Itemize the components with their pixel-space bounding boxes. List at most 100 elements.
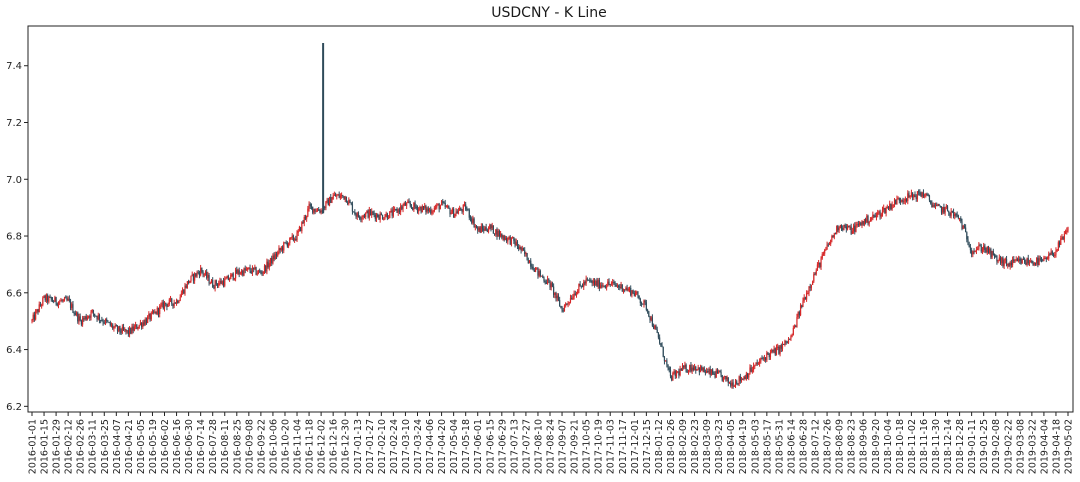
x-tick-label: 2017-08-24 xyxy=(546,419,557,474)
candle-body xyxy=(261,273,263,275)
candle-body xyxy=(1032,263,1034,266)
candle-body xyxy=(797,311,799,318)
candle-body xyxy=(950,211,952,216)
candle-body xyxy=(626,287,628,291)
candle-body xyxy=(351,204,354,212)
candle-body xyxy=(107,320,109,323)
candle-body xyxy=(644,300,646,303)
candle-body xyxy=(239,273,242,275)
candle-body xyxy=(36,309,38,312)
candle-body xyxy=(55,297,57,304)
candle-body xyxy=(919,192,921,195)
candle-body xyxy=(97,315,99,320)
x-tick-label: 2018-08-09 xyxy=(835,419,846,474)
candle-body xyxy=(763,357,766,359)
chart-title: USDCNY - K Line xyxy=(491,5,606,21)
candle-body xyxy=(899,200,902,202)
candle-body xyxy=(119,326,121,332)
candle-body xyxy=(719,371,721,373)
x-tick-label: 2017-04-20 xyxy=(437,419,448,474)
candle-body xyxy=(887,206,890,210)
candle-body xyxy=(167,304,169,307)
candle-body xyxy=(666,360,668,365)
candle-body xyxy=(362,215,364,218)
candle-body xyxy=(516,241,519,247)
candle-body xyxy=(487,229,490,232)
y-axis: 6.2 6.4 6.6 6.8 7.0 7.2 7.4 xyxy=(6,61,28,413)
candle-body xyxy=(478,227,480,231)
candle-body xyxy=(722,376,725,381)
candle-body xyxy=(355,213,357,217)
candle-body xyxy=(365,212,367,217)
candle-body xyxy=(195,273,197,277)
candle-body xyxy=(424,205,426,209)
candle-body xyxy=(331,199,333,203)
candle-body xyxy=(897,198,899,200)
candle-body xyxy=(254,267,256,270)
candle-body xyxy=(1021,258,1023,264)
candle-body xyxy=(253,267,255,270)
candle-body xyxy=(659,337,661,344)
candle-body xyxy=(479,227,481,233)
candle-body xyxy=(862,221,864,225)
candle-body xyxy=(578,284,580,291)
candle-body xyxy=(865,219,867,223)
candle-body xyxy=(674,371,676,377)
candle-body xyxy=(937,204,939,206)
candle-body xyxy=(466,209,468,211)
candle-body xyxy=(515,241,517,246)
candle-body xyxy=(77,312,79,322)
candle-body xyxy=(274,254,276,260)
candle-body xyxy=(425,205,427,212)
candle-body xyxy=(712,369,714,374)
candle-body xyxy=(460,208,462,211)
candle-body xyxy=(408,201,410,204)
candle-body xyxy=(461,210,463,212)
candle-body xyxy=(816,264,819,271)
candle-body xyxy=(665,360,667,362)
candle-body xyxy=(495,229,497,235)
candle-body xyxy=(483,228,485,231)
candle-body xyxy=(532,266,534,271)
candle-body xyxy=(633,293,635,296)
candle-body xyxy=(251,267,254,274)
candle-body xyxy=(385,213,387,217)
candle-body xyxy=(938,204,940,206)
candle-body xyxy=(880,214,882,217)
candle-body xyxy=(387,218,390,220)
candle-body xyxy=(760,358,762,362)
candle-body xyxy=(353,211,355,213)
candle-body xyxy=(1033,262,1035,266)
candle-body xyxy=(759,361,761,364)
candle-body xyxy=(306,215,308,219)
candle-body xyxy=(839,225,841,229)
candle-body xyxy=(448,206,450,209)
candle-body xyxy=(796,317,798,327)
candle-body xyxy=(1005,259,1008,266)
candle-body xyxy=(696,369,698,371)
x-tick-label: 2018-07-26 xyxy=(823,419,834,474)
x-tick-label: 2018-11-02 xyxy=(907,419,918,474)
x-tick-label: 2016-08-25 xyxy=(232,419,243,474)
candle-body xyxy=(761,358,763,360)
candle-body xyxy=(831,236,833,240)
x-tick-label: 2016-09-08 xyxy=(244,419,255,474)
candle-body xyxy=(1052,254,1055,256)
x-tick-label: 2017-10-05 xyxy=(582,419,593,474)
candle-body xyxy=(41,304,43,306)
candle-body xyxy=(636,291,638,294)
candle-body xyxy=(1051,251,1053,255)
candle-body xyxy=(751,369,753,372)
candle-body xyxy=(1060,238,1062,245)
x-tick-label: 2017-02-10 xyxy=(377,419,388,474)
candle-body xyxy=(151,311,154,313)
candle-body xyxy=(472,218,474,223)
x-tick-label: 2017-05-04 xyxy=(449,419,460,474)
candle-body xyxy=(84,316,86,319)
candle-body xyxy=(780,345,782,349)
candle-body xyxy=(905,198,908,202)
candle-body xyxy=(326,199,328,202)
candle-body xyxy=(737,383,739,385)
candle-body xyxy=(375,214,378,219)
candle-body xyxy=(720,372,722,376)
